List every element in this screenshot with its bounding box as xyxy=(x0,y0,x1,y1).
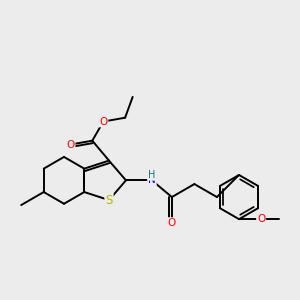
Text: O: O xyxy=(99,116,107,127)
Text: O: O xyxy=(168,218,176,228)
Text: O: O xyxy=(66,140,75,149)
Text: H: H xyxy=(148,170,156,180)
Text: O: O xyxy=(257,214,265,224)
Text: S: S xyxy=(105,194,113,207)
Text: N: N xyxy=(148,175,156,185)
